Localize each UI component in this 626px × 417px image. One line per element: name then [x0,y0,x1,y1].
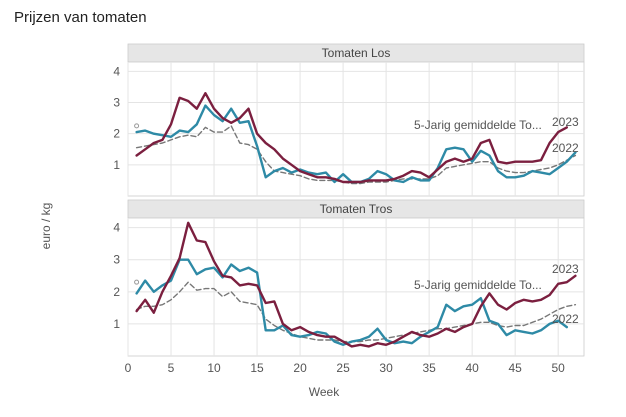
annotation-2023: 2023 [552,115,579,129]
series-line-5yr [135,125,577,185]
chart-title: Prijzen van tomaten [14,9,147,26]
x-tick-label: 35 [422,361,436,375]
x-tick-label: 30 [379,361,393,375]
series-start-marker [134,279,140,285]
x-tick-label: 15 [250,361,264,375]
annotation-5yr-average: 5-Jarig gemiddelde To... [414,278,542,292]
y-tick-label: 3 [113,253,120,267]
facet-strip-label: Tomaten Tros [320,202,393,216]
annotation-2023: 2023 [552,262,579,276]
x-tick-label: 20 [293,361,307,375]
y-tick-label: 3 [113,96,120,110]
panel-1: Tomaten Tros 1 2 3 4 5-Jarig gemiddelde To...… [113,199,585,357]
x-tick-label: 45 [508,361,522,375]
x-tick-label: 50 [552,361,566,375]
x-axis-label: Week [309,385,340,399]
x-tick-label: 40 [465,361,479,375]
x-tick-label: 5 [168,361,175,375]
y-tick-label: 4 [113,64,120,78]
annotation-5yr-average: 5-Jarig gemiddelde To... [414,118,542,132]
series-line-5yr [135,281,577,343]
y-tick-label: 2 [113,285,120,299]
panel-0: Tomaten Los 1 2 3 4 5-Jarig gemiddelde To... 2… [113,43,585,197]
series-line-2022 [135,258,568,346]
series-line-2023 [135,92,568,184]
annotation-2022: 2022 [552,312,579,326]
facet-strip-label: Tomaten Los [322,46,391,60]
x-tick-label: 10 [207,361,221,375]
y-tick-label: 1 [113,158,120,172]
y-tick-label: 4 [113,221,120,235]
y-axis-label: euro / kg [39,203,53,250]
series-line-2023 [135,221,577,348]
series-start-marker [134,123,140,129]
y-tick-label: 1 [113,317,120,331]
y-tick-label: 2 [113,127,120,141]
x-tick-label: 25 [336,361,350,375]
chart-panels: Tomaten Los 1 2 3 4 5-Jarig gemiddelde To... 2… [113,43,585,375]
annotation-2022: 2022 [552,141,579,155]
x-tick-label: 0 [125,361,132,375]
